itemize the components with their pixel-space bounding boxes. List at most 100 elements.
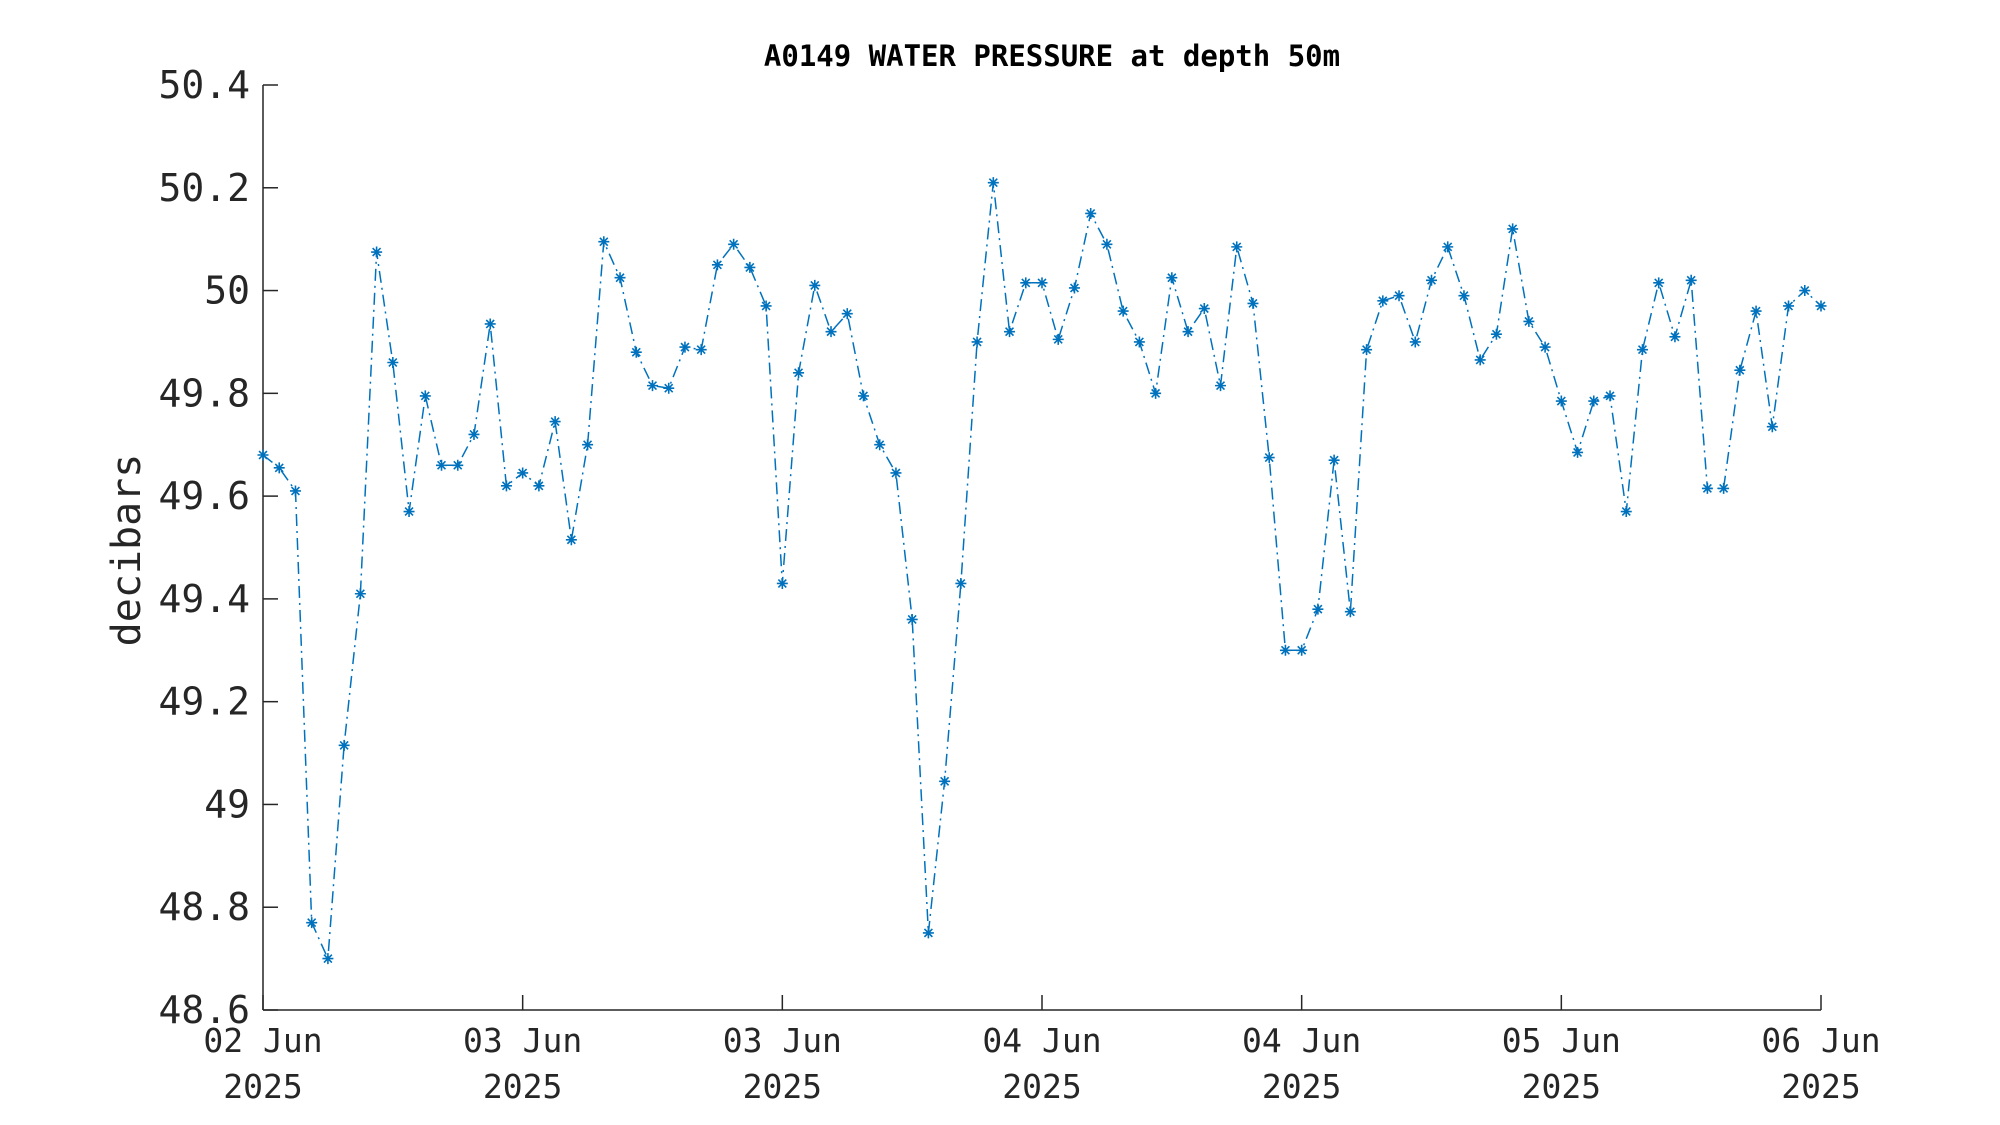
data-point — [1393, 290, 1405, 302]
data-point — [1539, 341, 1551, 353]
data-point — [1296, 644, 1308, 656]
data-point — [1101, 238, 1113, 250]
y-tick-label: 48.6 — [158, 988, 250, 1032]
x-tick-label-date: 03 Jun — [463, 1021, 582, 1060]
x-tick-label-year: 2025 — [743, 1067, 822, 1106]
data-point — [1555, 395, 1567, 407]
x-tick-label-date: 06 Jun — [1761, 1021, 1880, 1060]
data-point — [1636, 344, 1648, 356]
data-point — [1507, 223, 1519, 235]
y-tick-label: 49.8 — [158, 371, 250, 415]
data-point — [354, 588, 366, 600]
data-point — [1344, 606, 1356, 618]
data-point — [1766, 421, 1778, 433]
data-point — [922, 927, 934, 939]
data-point — [1442, 241, 1454, 253]
x-tick-label-year: 2025 — [223, 1067, 302, 1106]
data-point — [825, 326, 837, 338]
data-point — [1215, 380, 1227, 392]
data-point — [890, 467, 902, 479]
data-point — [484, 318, 496, 330]
data-point — [1133, 336, 1145, 348]
y-tick-label: 49 — [204, 782, 250, 826]
data-point — [679, 341, 691, 353]
x-tick-label-date: 04 Jun — [1242, 1021, 1361, 1060]
data-point — [906, 613, 918, 625]
data-point — [338, 739, 350, 751]
data-point — [598, 236, 610, 248]
x-tick-label-year: 2025 — [1002, 1067, 1081, 1106]
data-point — [533, 480, 545, 492]
data-point — [857, 390, 869, 402]
data-point — [1815, 300, 1827, 312]
data-point — [371, 246, 383, 258]
data-point — [1458, 290, 1470, 302]
data-point — [793, 367, 805, 379]
data-point — [841, 308, 853, 320]
data-point — [1263, 452, 1275, 464]
y-tick-label: 49.6 — [158, 474, 250, 518]
x-tick-label-date: 03 Jun — [723, 1021, 842, 1060]
x-tick-label-year: 2025 — [1262, 1067, 1341, 1106]
data-point — [1328, 454, 1340, 466]
data-point — [744, 261, 756, 273]
chart-title: A0149 WATER PRESSURE at depth 50m — [764, 39, 1340, 73]
data-point — [1572, 446, 1584, 458]
data-point — [939, 775, 951, 787]
y-axis-label: decibars — [104, 454, 150, 647]
x-tick-label-year: 2025 — [1522, 1067, 1601, 1106]
y-tick-label: 49.2 — [158, 680, 250, 724]
data-point — [776, 577, 788, 589]
data-point — [1150, 387, 1162, 399]
x-tick-label-date: 05 Jun — [1502, 1021, 1621, 1060]
data-point — [1361, 344, 1373, 356]
data-point — [630, 346, 642, 358]
x-tick-label-date: 04 Jun — [982, 1021, 1101, 1060]
data-point — [1426, 274, 1437, 286]
data-point — [987, 177, 999, 189]
data-point — [1312, 603, 1324, 615]
data-point — [1669, 331, 1681, 343]
data-point — [809, 279, 821, 291]
data-point — [1052, 333, 1064, 345]
x-tick-label-date: 02 Jun — [203, 1021, 322, 1060]
data-point — [1701, 482, 1713, 494]
data-point — [1750, 305, 1762, 317]
data-point — [1685, 274, 1697, 286]
data-point — [1182, 326, 1194, 338]
data-point — [1247, 297, 1259, 309]
data-point — [647, 380, 658, 392]
data-point — [663, 382, 675, 394]
y-tick-label: 50.4 — [158, 63, 250, 107]
data-point — [582, 439, 594, 451]
data-point — [1490, 328, 1502, 340]
y-tick-label: 50 — [204, 269, 250, 313]
x-tick-label-year: 2025 — [483, 1067, 562, 1106]
data-point — [273, 462, 285, 474]
data-point — [517, 467, 529, 479]
data-point — [1117, 305, 1129, 317]
data-point — [1620, 506, 1632, 518]
data-point — [436, 459, 448, 471]
data-point — [1588, 395, 1600, 407]
data-point — [971, 336, 983, 348]
data-point — [452, 459, 464, 471]
data-point — [1523, 315, 1535, 327]
data-point — [760, 300, 772, 312]
y-tick-label: 50.2 — [158, 166, 250, 210]
data-point — [257, 449, 269, 461]
data-point — [419, 390, 431, 402]
data-point — [1409, 336, 1421, 348]
data-point — [306, 917, 318, 929]
data-point — [1020, 277, 1032, 289]
y-axis: 48.6 48.8 49 49.2 49.4 49.6 49.8 50 50.2 50.4 — [158, 63, 278, 1032]
data-point — [500, 480, 512, 492]
data-point — [1004, 326, 1016, 338]
x-axis: 02 Jun 2025 03 Jun 2025 03 Jun 2025 04 Jun 2025… — [203, 995, 1881, 1106]
data-point — [1799, 285, 1811, 297]
data-point — [1166, 272, 1178, 284]
data-point — [403, 506, 415, 518]
data-point — [1279, 644, 1291, 656]
data-point — [1653, 277, 1665, 289]
data-point — [874, 439, 886, 451]
